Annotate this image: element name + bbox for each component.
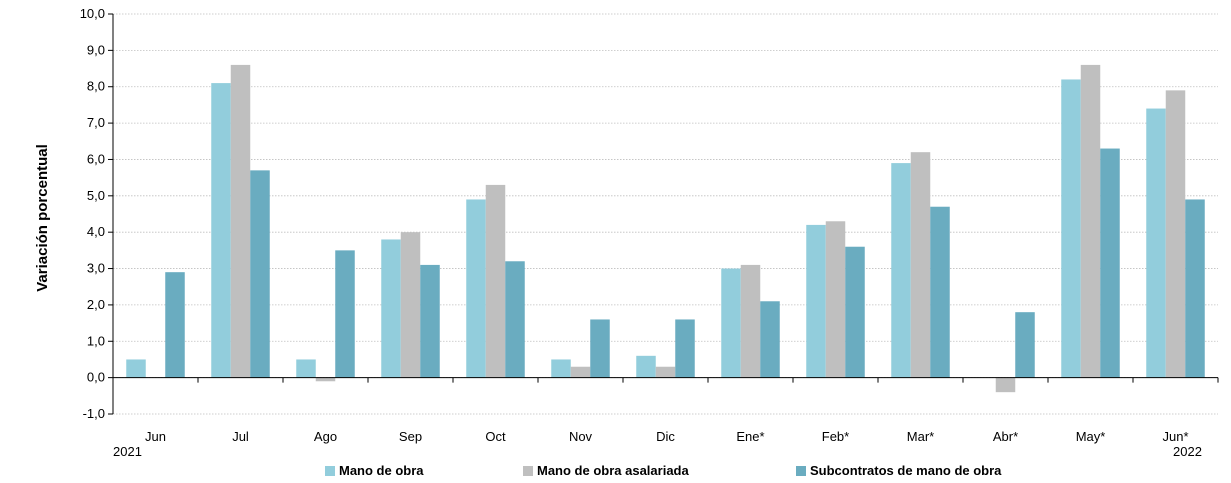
y-tick-label: 2,0 — [87, 297, 105, 312]
bar — [126, 359, 146, 378]
bars — [126, 64, 1205, 393]
x-tick-label: Ene* — [736, 429, 764, 444]
y-tick-label: 9,0 — [87, 42, 105, 57]
bar — [551, 359, 571, 378]
bar — [891, 163, 911, 378]
bar — [930, 206, 950, 378]
x-tick-labels: Jun Jul Ago Sep Oct Nov Dic Ene* Feb* Mar* Abr* May… — [113, 429, 1202, 459]
bar — [230, 64, 251, 378]
axes — [112, 14, 1219, 414]
bar — [1061, 79, 1081, 378]
y-tick-label: 0,0 — [87, 370, 105, 385]
bar — [466, 199, 486, 378]
bar — [590, 319, 610, 378]
legend-swatch — [796, 465, 806, 476]
x-tick-label: Jun* — [1162, 429, 1188, 444]
x-tick-label: Sep — [399, 429, 422, 444]
y-tick-labels: -1,0 0,0 1,0 2,0 3,0 4,0 5,0 6,0 7,0 8,0 9,0 10,0 — [80, 6, 105, 421]
bar — [296, 359, 316, 378]
y-tick-label: 7,0 — [87, 115, 105, 130]
legend-label: Mano de obra asalariada — [537, 463, 689, 478]
y-axis-label: Variación porcentual — [34, 144, 51, 292]
legend-item-subcontratos: Subcontratos de mano de obra — [796, 463, 1001, 478]
legend-swatch — [523, 465, 533, 476]
legend-swatch — [325, 465, 335, 476]
bar — [910, 152, 931, 378]
y-tick-label: -1,0 — [83, 406, 105, 421]
x-tick-label: Oct — [485, 429, 506, 444]
y-tick-label: 4,0 — [87, 224, 105, 239]
bar — [806, 224, 826, 378]
legend-item-mano-de-obra: Mano de obra — [325, 463, 424, 478]
bar — [825, 221, 846, 378]
bar — [505, 261, 525, 378]
bar — [250, 170, 270, 378]
bar — [655, 366, 676, 378]
x-tick-label: May* — [1076, 429, 1106, 444]
bar — [165, 272, 185, 378]
legend: Mano de obra Mano de obra asalariada Sub… — [0, 463, 1231, 483]
x-tick-label: Jul — [232, 429, 249, 444]
legend-label: Mano de obra — [339, 463, 424, 478]
bar — [381, 239, 401, 378]
legend-item-mano-de-obra-asalariada: Mano de obra asalariada — [523, 463, 689, 478]
bar — [485, 184, 506, 378]
bar — [845, 246, 865, 378]
x-tick-label: Dic — [656, 429, 675, 444]
y-tick-label: 8,0 — [87, 79, 105, 94]
bar — [420, 264, 440, 378]
y-tick-label: 5,0 — [87, 188, 105, 203]
x-tick-label: Nov — [569, 429, 593, 444]
x-tick-label: Feb* — [822, 429, 849, 444]
bar — [636, 355, 656, 378]
y-tick-label: 1,0 — [87, 333, 105, 348]
legend-label: Subcontratos de mano de obra — [810, 463, 1002, 478]
bar — [1080, 64, 1101, 378]
bar — [721, 268, 741, 378]
bar — [760, 301, 780, 378]
bar — [995, 377, 1016, 393]
bar — [1165, 90, 1186, 378]
bar — [740, 264, 761, 378]
y-tick-label: 3,0 — [87, 261, 105, 276]
bar — [1185, 199, 1205, 378]
y-tick-label: 6,0 — [87, 151, 105, 166]
x-tick-label: Ago — [314, 429, 337, 444]
bar — [1015, 312, 1035, 378]
bar-chart: -1,0 0,0 1,0 2,0 3,0 4,0 5,0 6,0 7,0 8,0 9,0 10,0 J… — [34, 6, 1219, 459]
x-tick-label: Jun — [145, 429, 166, 444]
bar — [400, 232, 421, 378]
bar — [315, 377, 336, 382]
year-label: 2022 — [1173, 444, 1202, 459]
bar — [675, 319, 695, 378]
gridlines — [108, 13, 1218, 415]
x-tick-label: Mar* — [907, 429, 934, 444]
y-tick-label: 10,0 — [80, 6, 105, 21]
year-label: 2021 — [113, 444, 142, 459]
bar — [1100, 148, 1120, 378]
bar — [1146, 108, 1166, 378]
bar — [211, 83, 231, 378]
x-tick-label: Abr* — [993, 429, 1018, 444]
bar — [570, 366, 591, 378]
bar — [335, 250, 355, 378]
